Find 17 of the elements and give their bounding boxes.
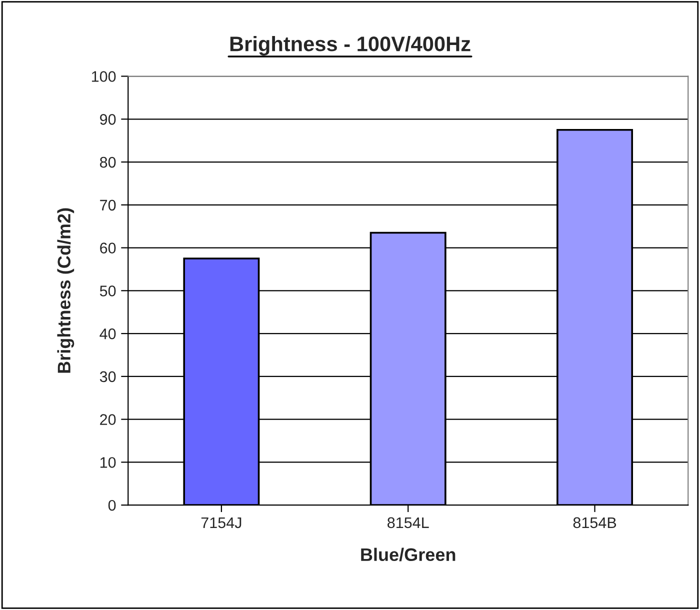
y-axis-title: Brightness (Cd/m2) [57,208,74,373]
y-tick-label: 10 [100,457,116,468]
y-tick-label: 30 [100,371,116,382]
y-tick-label: 20 [100,414,116,425]
y-tick-label: 100 [92,71,116,82]
y-tick-label: 80 [100,156,116,168]
y-tick-label: 40 [100,328,116,340]
x-tick-label: 8154L [388,517,429,528]
chart-title: Brightness - 100V/400Hz [230,36,470,56]
x-tick-label: 8154B [573,517,616,528]
y-tick-label: 60 [100,242,116,254]
y-tick-label: 50 [100,286,116,296]
y-tick-label: 0 [108,500,116,511]
x-tick-label: 7154J [201,517,242,528]
y-tick-label: 90 [100,114,116,125]
x-axis-title: Blue/Green [361,548,456,562]
y-tick-label: 70 [100,200,116,211]
